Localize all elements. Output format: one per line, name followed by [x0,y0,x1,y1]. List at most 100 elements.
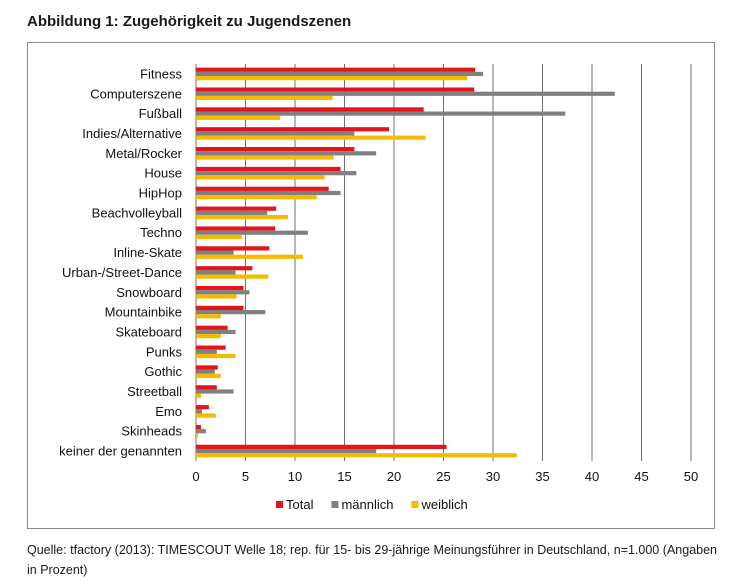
bar-Total [196,127,390,132]
bar-weiblich [196,95,333,101]
legend-label: männlich [341,497,393,512]
x-tick-label: 50 [684,469,698,484]
x-tick-label: 45 [634,469,648,484]
bar-männlich [196,369,215,374]
bar-männlich [196,270,236,275]
bar-weiblich [196,175,325,180]
category-label: keiner der genannten [59,444,182,459]
bar-männlich [196,71,484,77]
x-tick-label: 15 [337,469,351,484]
bar-Total [196,87,475,92]
category-label: Techno [140,225,182,240]
category-label: Punks [146,344,183,359]
bar-weiblich [196,413,216,418]
category-label: Metal/Rocker [105,146,182,161]
category-label: Mountainbike [105,305,182,320]
bar-männlich [196,151,377,156]
bar-Total [196,107,424,112]
bar-Total [196,226,276,231]
bar-weiblich [196,294,237,299]
bar-Total [196,385,217,390]
x-tick-label: 35 [535,469,549,484]
bar-Total [196,166,341,172]
bar-männlich [196,389,234,394]
bar-weiblich [196,195,317,200]
bar-männlich [196,310,266,315]
category-label: Urban-/Street-Dance [62,265,182,280]
category-label: Snowboard [116,285,182,300]
category-label: Inline-Skate [113,245,182,260]
category-label: Beachvolleyball [92,205,182,220]
bar-weiblich [196,135,426,140]
bar-männlich [196,448,377,454]
bar-weiblich [196,234,242,240]
bar-männlich [196,111,566,116]
bar-männlich [196,290,250,295]
bar-Total [196,345,226,350]
bar-männlich [196,329,236,335]
bar-männlich [196,429,206,434]
bar-Total [196,305,244,311]
bar-weiblich [196,433,198,438]
source-note: Quelle: tfactory (2013): TIMESCOUT Welle… [27,543,717,577]
bar-männlich [196,171,357,176]
bar-Total [196,246,270,251]
bar-weiblich [196,76,468,81]
bar-weiblich [196,353,236,359]
bar-Total [196,206,277,211]
bar-chart: Fitness Computerszene Fußball Indies/Altern… [59,64,698,512]
legend-swatch-männlich [331,501,339,508]
bar-weiblich [196,334,221,339]
chart-frame: Fitness Computerszene Fußball Indies/Altern… [27,42,715,529]
x-tick-label: 30 [486,469,500,484]
bar-weiblich [196,373,221,378]
category-label: Skateboard [116,324,183,339]
bar-Total [196,424,201,430]
bar-männlich [196,131,355,136]
legend-swatch-Total [276,501,283,508]
bar-männlich [196,210,268,215]
bar-Total [196,325,228,330]
x-tick-label: 5 [242,469,249,484]
category-label: HipHop [139,186,182,201]
bar-männlich [196,349,217,354]
bar-männlich [196,250,234,255]
bar-weiblich [196,314,221,319]
bar-weiblich [196,214,289,220]
legend-swatch-weiblich [411,501,419,508]
category-label: Fitness [140,66,182,81]
bar-Total [196,285,244,291]
x-tick-label: 20 [387,469,401,484]
bar-Total [196,266,253,271]
bar-weiblich [196,453,517,458]
x-tick-label: 25 [436,469,450,484]
category-label: Skinheads [121,424,182,439]
category-label: Indies/Alternative [82,126,182,141]
bar-Total [196,444,447,449]
legend-label: Total [286,497,314,512]
bar-Total [196,67,476,72]
bar-weiblich [196,155,334,160]
figure-title: Abbildung 1: Zugehörigkeit zu Jugendszen… [27,13,352,30]
x-tick-label: 40 [585,469,599,484]
category-label: Streetball [127,384,182,399]
bar-männlich [196,190,341,196]
x-tick-label: 10 [288,469,302,484]
bar-Total [196,405,209,410]
category-label: Fußball [139,106,182,121]
bar-weiblich [196,274,269,279]
bar-männlich [196,409,202,414]
bar-weiblich [196,115,281,120]
category-label: House [144,166,182,181]
bar-männlich [196,91,615,96]
x-tick-label: 0 [192,469,199,484]
category-label: Emo [155,404,182,419]
bar-männlich [196,230,308,235]
bar-Total [196,365,218,370]
category-label: Computerszene [90,86,182,101]
category-label: Gothic [144,364,182,379]
bar-weiblich [196,393,201,398]
bar-Total [196,186,329,191]
legend-label: weiblich [421,497,468,512]
bar-weiblich [196,254,303,259]
